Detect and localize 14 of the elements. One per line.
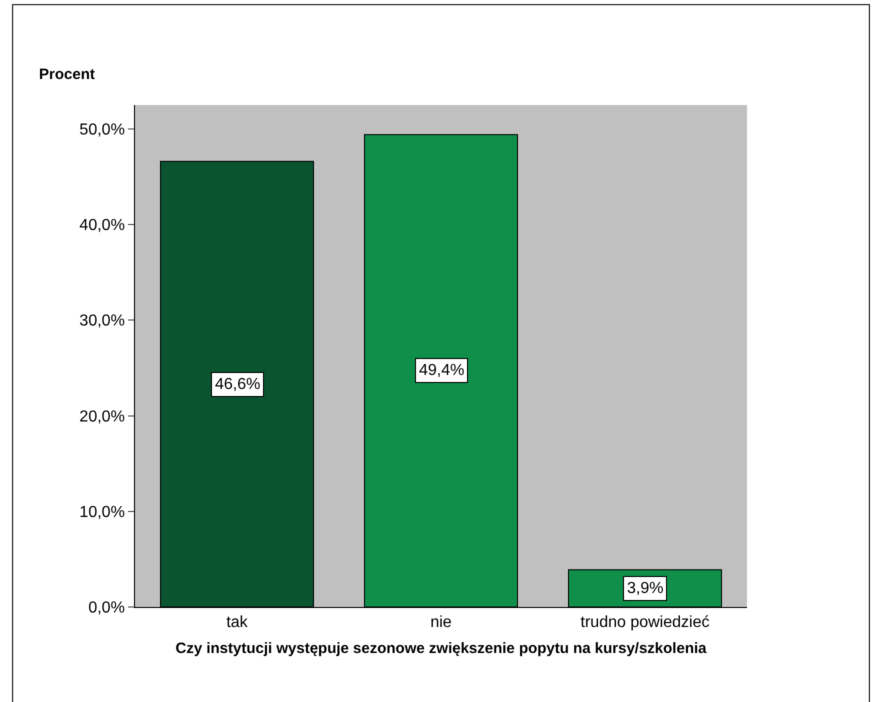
y-tick-label: 40,0% [79, 217, 125, 234]
y-tick-label: 20,0% [79, 408, 125, 426]
x-tick-label: trudno powiedzieć [580, 614, 710, 632]
data-label: 49,4% [419, 362, 464, 379]
y-tick-label: 50,0% [79, 122, 125, 138]
y-tick-label: 0,0% [88, 600, 125, 617]
y-axis-title: Procent [39, 66, 95, 83]
data-label: 46,6% [215, 376, 260, 393]
y-tick-label: 30,0% [79, 312, 125, 330]
y-tick-label: 10,0% [79, 504, 125, 521]
x-axis-title: Czy instytucji występuje sezonowe zwiększenie popytu na kursy/szkolenia [176, 640, 708, 658]
x-tick-label: nie [430, 614, 452, 632]
data-label: 3,9% [627, 580, 664, 597]
x-tick-label: tak [226, 614, 249, 632]
